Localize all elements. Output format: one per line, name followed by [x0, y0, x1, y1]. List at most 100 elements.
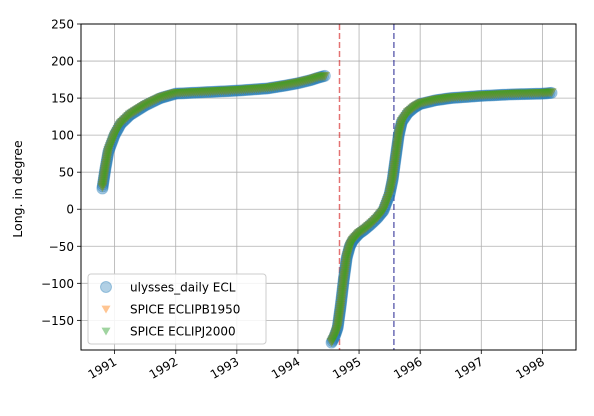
series-1: [96, 69, 558, 349]
data-point: [337, 283, 348, 293]
data-point: [378, 206, 389, 215]
data-point: [476, 91, 487, 101]
data-point: [400, 111, 411, 121]
data-point: [492, 89, 505, 102]
data-point: [204, 85, 217, 98]
data-point: [119, 113, 132, 126]
data-point: [127, 106, 140, 119]
data-point: [98, 175, 109, 184]
data-point: [344, 238, 357, 251]
data-point: [148, 94, 161, 107]
data-point: [179, 88, 190, 98]
data-point: [394, 128, 405, 138]
data-point: [328, 333, 339, 343]
data-point: [152, 93, 165, 106]
data-point: [274, 81, 285, 91]
data-point: [298, 75, 311, 88]
data-point: [386, 181, 397, 191]
data-point: [331, 326, 342, 336]
data-point: [336, 286, 349, 299]
data-point: [162, 89, 175, 102]
data-point: [469, 91, 480, 101]
data-point: [161, 91, 172, 101]
data-point: [346, 234, 359, 247]
data-point: [306, 73, 318, 86]
data-point: [447, 93, 458, 103]
data-point: [373, 212, 384, 221]
data-point: [333, 315, 344, 324]
data-point: [420, 98, 431, 107]
data-point: [270, 82, 281, 92]
data-point: [333, 317, 344, 326]
data-point: [243, 83, 256, 96]
data-point: [515, 89, 526, 99]
data-point: [103, 143, 116, 156]
data-point: [390, 145, 403, 158]
data-point: [357, 224, 370, 237]
data-point: [404, 107, 415, 116]
data-point: [338, 265, 351, 278]
data-point: [504, 90, 515, 99]
data-point: [215, 85, 228, 98]
data-point: [380, 200, 391, 209]
data-point: [182, 87, 195, 100]
data-point: [419, 96, 432, 109]
data-point: [387, 169, 400, 182]
data-point: [423, 95, 436, 108]
data-point: [111, 126, 122, 136]
data-point: [284, 80, 295, 90]
data-point: [181, 88, 192, 98]
data-point: [391, 150, 401, 160]
data-point: [266, 83, 277, 93]
data-point: [367, 218, 378, 227]
data-point: [498, 90, 509, 100]
data-point: [99, 171, 110, 180]
data-point: [169, 87, 182, 100]
data-point: [100, 153, 113, 166]
data-point: [303, 76, 314, 86]
data-point: [179, 88, 190, 98]
data-point: [509, 89, 520, 99]
data-point: [105, 140, 116, 150]
data-point: [525, 87, 538, 100]
data-point: [389, 164, 400, 174]
data-point: [285, 78, 298, 91]
data-point: [171, 87, 184, 100]
data-point: [163, 91, 174, 101]
data-point: [386, 179, 397, 189]
data-point: [340, 255, 353, 268]
data-point: [305, 75, 316, 85]
data-point: [112, 125, 123, 134]
data-point: [443, 93, 454, 103]
data-point: [386, 171, 399, 184]
data-point: [393, 134, 404, 144]
data-point: [194, 87, 205, 97]
data-point: [337, 277, 350, 290]
data-point: [108, 134, 119, 144]
data-point: [276, 81, 287, 91]
data-point: [366, 219, 377, 229]
data-point: [238, 85, 249, 95]
data-point: [481, 89, 494, 102]
data-point: [196, 87, 207, 97]
data-point: [136, 103, 147, 112]
data-point: [491, 90, 502, 100]
data-point: [544, 88, 555, 98]
data-point: [307, 75, 317, 84]
data-point: [526, 89, 537, 99]
data-point: [318, 69, 331, 82]
data-point: [379, 204, 390, 213]
data-point: [99, 169, 110, 178]
data-point: [124, 110, 135, 120]
data-point: [369, 216, 380, 226]
data-point: [391, 150, 401, 160]
data-point: [541, 88, 552, 98]
data-point: [164, 90, 175, 100]
data-point: [535, 89, 546, 98]
data-point: [260, 84, 271, 93]
data-point: [333, 317, 344, 326]
data-point: [393, 130, 404, 140]
data-point: [106, 135, 119, 148]
data-point: [174, 87, 187, 100]
